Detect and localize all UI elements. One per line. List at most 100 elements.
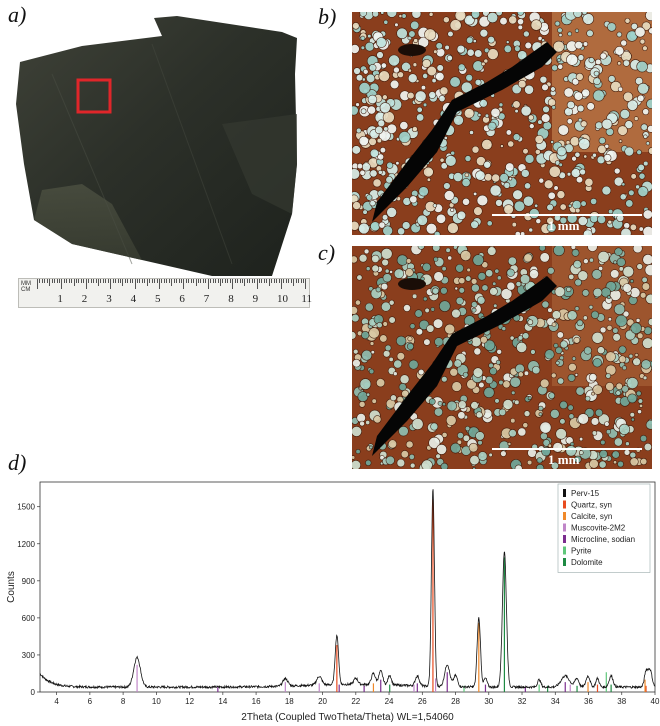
chart-frame <box>39 481 656 693</box>
ruler-tick <box>195 279 197 286</box>
ruler-tick <box>76 279 78 283</box>
ruler-tick <box>183 279 185 289</box>
ruler-tick <box>285 279 287 283</box>
ruler-tick <box>217 279 219 283</box>
ruler-tick <box>185 279 187 283</box>
x-axis-label: 2Theta (Coupled TwoTheta/Theta) WL=1,540… <box>241 712 454 723</box>
ruler: MM CM 1 2 3 4 5 6 7 8 9 10 11 <box>18 278 312 308</box>
ruler-tick <box>83 279 85 283</box>
x-tick-label: 12 <box>185 697 194 706</box>
scale-bar-b <box>492 214 642 216</box>
ruler-tick <box>295 279 297 283</box>
ruler-number: 4 <box>130 293 137 305</box>
scale-bar-label-c: 1 mm <box>548 452 580 467</box>
ruler-tick <box>212 279 214 283</box>
ruler-tick <box>281 279 282 289</box>
ruler-tick <box>46 279 48 283</box>
ruler-tick <box>263 279 265 283</box>
legend-entry: Perv-15 <box>571 489 600 498</box>
ruler-tick <box>139 279 141 283</box>
ruler-number: 6 <box>179 293 185 305</box>
ruler-tick <box>151 279 153 283</box>
ruler-tick <box>193 279 195 283</box>
ruler-unit-cm: CM <box>21 287 31 293</box>
ruler-tick <box>200 279 202 283</box>
ruler-number: 7 <box>203 293 210 305</box>
ruler-tick <box>90 279 92 283</box>
ruler-tick <box>173 279 175 283</box>
ruler-tick <box>134 279 136 289</box>
ruler-tick <box>144 279 146 283</box>
ruler-tick <box>271 279 273 283</box>
micrograph-b: 1 mm <box>352 12 652 235</box>
ruler-tick <box>41 279 43 283</box>
scale-bar-label-b: 1 mm <box>548 218 580 233</box>
x-tick-label: 34 <box>551 697 560 706</box>
ruler-tick <box>171 279 173 286</box>
ruler-tick <box>261 279 263 283</box>
ruler-tick <box>127 279 129 283</box>
ruler-tick <box>63 279 65 283</box>
ruler-tick <box>232 279 234 289</box>
ruler-tick <box>202 279 204 283</box>
ruler-tick <box>241 279 243 283</box>
legend-entry: Dolomite <box>571 558 603 567</box>
ruler-tick <box>110 279 112 289</box>
ruler-tick <box>66 279 68 283</box>
ruler-tick <box>51 279 53 283</box>
panel-label-c: c) <box>318 240 336 265</box>
ruler-tick <box>68 279 70 283</box>
ruler-tick <box>254 279 256 283</box>
x-tick-label: 28 <box>451 697 460 706</box>
ruler-tick <box>137 279 139 283</box>
ruler-number: 11 <box>301 293 312 305</box>
x-tick-label: 24 <box>385 697 394 706</box>
ruler-tick <box>224 279 226 283</box>
ruler-number: 3 <box>106 293 112 305</box>
ruler-tick <box>300 279 302 283</box>
ruler-tick <box>95 279 97 283</box>
legend-swatch <box>563 523 566 532</box>
ruler-tick <box>100 279 102 283</box>
ruler-tick <box>249 279 251 283</box>
ruler-tick <box>161 279 163 283</box>
ruler-number: 2 <box>81 293 88 305</box>
ruler-tick <box>168 279 170 283</box>
y-tick-label: 1200 <box>17 540 35 549</box>
rock-lower-facet <box>34 184 142 260</box>
ruler-tick <box>117 279 119 283</box>
ruler-tick <box>159 279 160 289</box>
ruler-tick <box>80 279 82 283</box>
panel-label-a: a) <box>8 2 27 27</box>
x-tick-label: 32 <box>518 697 527 706</box>
ruler-tick <box>105 279 107 283</box>
ruler-tick <box>176 279 178 283</box>
ruler-tick <box>266 279 268 283</box>
ruler-tick <box>273 279 275 283</box>
micrograph-b-image <box>352 12 652 235</box>
ruler-number: 10 <box>277 293 288 305</box>
ruler-tick <box>268 279 270 286</box>
ruler-tick <box>227 279 229 283</box>
y-tick-label: 1500 <box>17 503 35 512</box>
ruler-tick <box>178 279 180 283</box>
ruler-tick <box>215 279 217 283</box>
x-tick-label: 38 <box>617 697 626 706</box>
legend-swatch <box>563 500 566 509</box>
ruler-tick <box>37 279 38 289</box>
ruler-tick <box>222 279 224 283</box>
xrd-chart: 4 6 8 10 12 14 16 18 20 22 24 26 28 30 32 34 36 38 40 0 300 6… <box>6 481 660 723</box>
x-tick-label: 36 <box>584 697 593 706</box>
ruler-tick <box>98 279 99 286</box>
ruler-tick <box>115 279 117 283</box>
axis-ticks: 4 6 8 10 12 14 16 18 20 22 24 26 28 30 32 34 36 38 40 0 300 6… <box>17 503 660 706</box>
x-tick-label: 22 <box>351 697 360 706</box>
ruler-tick <box>234 279 236 283</box>
ruler-tick <box>129 279 131 283</box>
legend-entry: Calcite, syn <box>571 512 612 521</box>
ruler-tick <box>198 279 200 283</box>
ruler-tick <box>244 279 246 286</box>
x-tick-label: 26 <box>418 697 427 706</box>
ruler-tick <box>293 279 295 286</box>
ruler-tick <box>229 279 231 283</box>
